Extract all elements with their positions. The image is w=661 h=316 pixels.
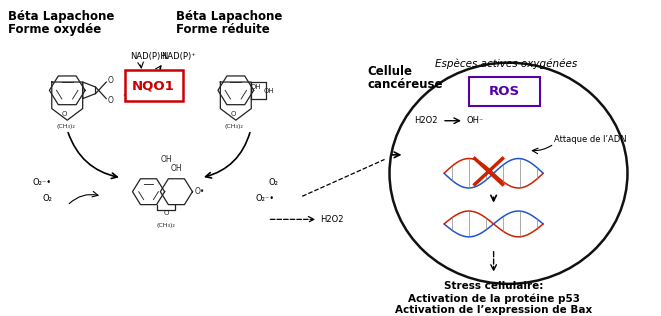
Text: Béta Lapachone: Béta Lapachone	[8, 10, 114, 23]
Text: H2O2: H2O2	[320, 215, 344, 224]
Text: NQO1: NQO1	[132, 79, 175, 92]
Text: O: O	[107, 76, 113, 85]
Text: Stress cellulaire:: Stress cellulaire:	[444, 281, 543, 291]
FancyBboxPatch shape	[125, 70, 183, 101]
Text: Béta Lapachone: Béta Lapachone	[176, 10, 283, 23]
Text: OH: OH	[251, 84, 261, 90]
Text: NAD(P)⁺: NAD(P)⁺	[161, 52, 196, 61]
Text: Forme oxydée: Forme oxydée	[8, 23, 101, 36]
Text: (CH₃)₂: (CH₃)₂	[157, 223, 176, 228]
Text: (CH₃)₂: (CH₃)₂	[56, 124, 75, 129]
Text: H2O2: H2O2	[414, 116, 438, 125]
Text: Espèces actives oxygénées: Espèces actives oxygénées	[435, 58, 577, 69]
Text: O: O	[62, 111, 67, 117]
Text: O•: O•	[194, 187, 205, 196]
Text: Activation de l’expression de Bax: Activation de l’expression de Bax	[395, 305, 592, 315]
Text: OH⁻: OH⁻	[467, 116, 485, 125]
Circle shape	[389, 63, 627, 284]
Text: cancéreuse: cancéreuse	[368, 78, 443, 91]
Text: O₂⁻•: O₂⁻•	[256, 194, 275, 203]
Text: O: O	[164, 210, 169, 216]
Text: O₂: O₂	[268, 178, 278, 187]
Text: OH: OH	[161, 155, 173, 164]
FancyBboxPatch shape	[469, 76, 540, 106]
Text: O: O	[107, 96, 113, 105]
Text: ROS: ROS	[489, 85, 520, 98]
Text: Attaque de l’ADN: Attaque de l’ADN	[554, 135, 627, 144]
Text: O₂: O₂	[42, 194, 52, 203]
Text: O₂⁻•: O₂⁻•	[32, 178, 52, 187]
Text: Forme réduite: Forme réduite	[176, 23, 270, 36]
Text: O: O	[231, 111, 236, 117]
Text: OH: OH	[171, 164, 182, 173]
Text: (CH₃)₂: (CH₃)₂	[225, 124, 243, 129]
Text: OH: OH	[264, 88, 275, 94]
Text: Activation de la protéine p53: Activation de la protéine p53	[408, 293, 580, 304]
Text: Cellule: Cellule	[368, 65, 412, 78]
Text: NAD(P)H: NAD(P)H	[130, 52, 167, 61]
